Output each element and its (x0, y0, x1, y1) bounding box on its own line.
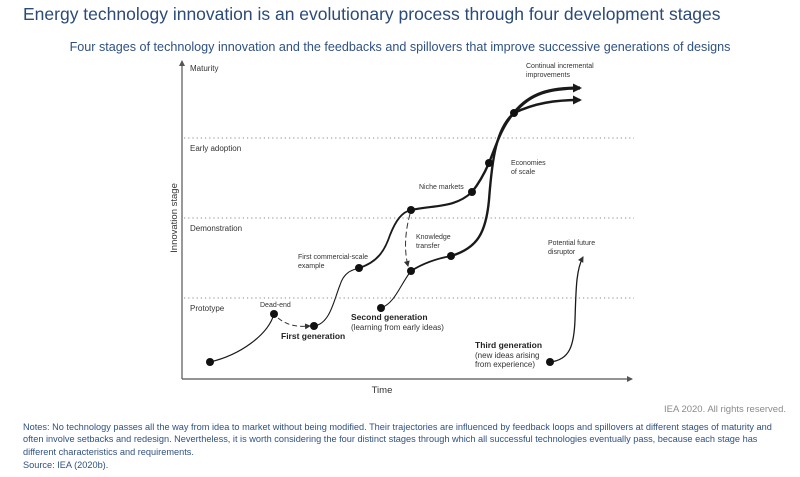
dead-end-point (270, 310, 278, 318)
first-generation-path-early (209, 313, 275, 363)
y-axis-label: Innovation stage (169, 183, 180, 253)
upper-maturity-arrow (512, 83, 582, 115)
third-generation-sublabel-1: (new ideas arising (475, 351, 539, 360)
stage-label-early-adoption: Early adoption (190, 144, 241, 153)
second-generation-sublabel: (learning from early ideas) (351, 323, 444, 332)
knowledge-source-point (407, 206, 415, 214)
first-commercial-label-1: First commercial-scale (298, 254, 368, 261)
x-axis-label: Time (372, 385, 393, 396)
second-generation-demo-path (410, 255, 452, 272)
first-commercial-label-2: example (298, 263, 325, 270)
continual-improvements-label-1: Continual incremental (526, 63, 594, 70)
copyright-notice: IEA 2020. All rights reserved. (664, 404, 786, 415)
knowledge-transfer-dashed (403, 213, 411, 267)
lower-maturity-arrow (513, 95, 582, 115)
potential-disruptor-label-2: disruptor (548, 249, 576, 256)
first-generation-label: First generation (281, 331, 345, 341)
source-text: Source: IEA (2020b). (23, 460, 109, 470)
first-generation-path (313, 267, 360, 327)
notes-text: Notes: No technology passes all the way … (23, 422, 772, 457)
economies-of-scale-point (485, 159, 493, 167)
second-generation-demo-point (447, 252, 455, 260)
figure-subtitle: Four stages of technology innovation and… (69, 40, 731, 54)
first-generation-niche-path (410, 191, 473, 212)
stage-label-maturity: Maturity (190, 64, 218, 73)
knowledge-transfer-label-1: Knowledge (416, 234, 451, 241)
third-generation-path (549, 256, 584, 363)
continual-improvements-label-2: improvements (526, 72, 570, 79)
page-title: Energy technology innovation is an evolu… (23, 4, 721, 24)
first-commercial-point (355, 264, 363, 272)
second-generation-scale-path (450, 112, 515, 258)
second-generation-label: Second generation (351, 312, 428, 322)
stage-label-prototype: Prototype (190, 304, 225, 313)
start-point (206, 358, 214, 366)
first-generation-point (310, 322, 318, 330)
merge-point (510, 109, 518, 117)
third-generation-point (546, 358, 554, 366)
knowledge-transfer-point (407, 267, 415, 275)
niche-markets-point (468, 188, 476, 196)
second-generation-path-early (380, 270, 412, 309)
stage-label-demonstration: Demonstration (190, 224, 242, 233)
niche-markets-label: Niche markets (419, 184, 464, 191)
knowledge-transfer-label-2: transfer (416, 243, 440, 250)
economies-of-scale-label-1: Economies (511, 160, 546, 167)
first-generation-scale-path (471, 112, 515, 193)
second-generation-start-point (377, 304, 385, 312)
economies-of-scale-label-2: of scale (511, 169, 535, 176)
third-generation-sublabel-2: from experience) (475, 360, 535, 369)
third-generation-label: Third generation (475, 340, 542, 350)
dead-end-label: Dead-end (260, 302, 291, 309)
first-generation-demo-path (358, 209, 412, 269)
dead-end-feedback-dashed (277, 317, 311, 330)
potential-disruptor-label-1: Potential future (548, 240, 595, 247)
